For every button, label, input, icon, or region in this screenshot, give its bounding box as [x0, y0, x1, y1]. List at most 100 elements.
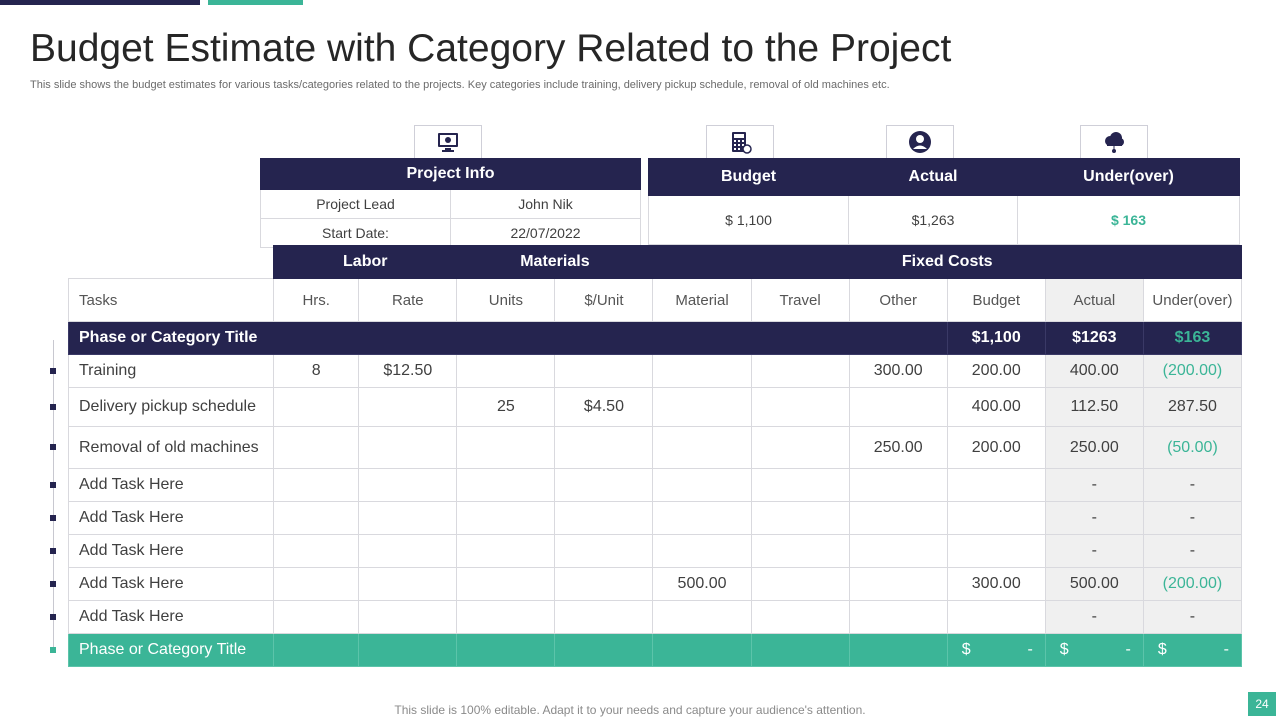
- cell-task: Delivery pickup schedule: [67, 387, 275, 427]
- cell-rate: [358, 468, 458, 502]
- cell-task: Add Task Here: [67, 501, 275, 535]
- cell-actual: 400.00: [1044, 354, 1144, 388]
- footnote: This slide is 100% editable. Adapt it to…: [394, 703, 866, 717]
- budget-detail-table: Labor Materials Fixed Costs Tasks Hrs. R…: [67, 245, 1243, 667]
- page-subtitle: This slide shows the budget estimates fo…: [30, 79, 890, 91]
- cell-travel: [750, 567, 850, 601]
- row-bullet: [50, 547, 56, 554]
- cell-under: -: [1142, 600, 1243, 634]
- cell-actual: -: [1044, 501, 1144, 535]
- row-bullet: [50, 403, 56, 410]
- cell-travel: [750, 426, 850, 469]
- budget-summary-table: Budget Actual Under(over) $ 1,100 $1,263…: [648, 158, 1240, 245]
- cell-hrs: [273, 600, 360, 634]
- cell-units: [456, 534, 556, 568]
- cell-material: 500.00: [652, 567, 752, 601]
- cell-material: [652, 354, 752, 388]
- cell-hrs: 8: [273, 354, 360, 388]
- table-row: Removal of old machines 250.00 200.00 250.0…: [67, 426, 1243, 469]
- cell-material: [652, 534, 752, 568]
- phase-actual: $1263: [1044, 321, 1144, 355]
- cell-per-unit: [554, 354, 654, 388]
- cell-hrs: [273, 534, 360, 568]
- cell-material: [652, 501, 752, 535]
- cell-rate: [358, 387, 458, 427]
- cell-under: -: [1142, 501, 1243, 535]
- cell-material: [652, 387, 752, 427]
- cell-travel: [750, 354, 850, 388]
- page-number: 24: [1248, 692, 1276, 716]
- cell-actual: -: [1044, 600, 1144, 634]
- cell-budget: [946, 600, 1046, 634]
- col-actual: Actual: [1044, 278, 1144, 322]
- cell-budget: [946, 468, 1046, 502]
- col-units: Units: [456, 278, 556, 322]
- table-row: Delivery pickup schedule 25 $4.50 400.00 112…: [67, 387, 1243, 427]
- start-date-label: Start Date:: [260, 218, 451, 248]
- cloud-icon-box: [1080, 125, 1148, 158]
- accent-bar-teal: [208, 0, 303, 5]
- monitor-icon-box: [414, 125, 482, 158]
- row-bullet: [50, 613, 56, 620]
- table-row: Add Task Here 500.00 300.00 500.00 (200.00): [67, 567, 1243, 601]
- cell-travel: [750, 468, 850, 502]
- cell-per-unit: [554, 567, 654, 601]
- cell-material: [652, 468, 752, 502]
- cell-units: [456, 600, 556, 634]
- cell-other: [848, 534, 948, 568]
- phase-title: Phase or Category Title: [68, 321, 948, 355]
- user-circle-icon: [909, 131, 931, 153]
- row-bullet: [50, 580, 56, 587]
- cell-rate: [358, 567, 458, 601]
- cell-task: Removal of old machines: [67, 426, 275, 469]
- cell-actual: 500.00: [1044, 567, 1144, 601]
- user-circle-icon-box: [886, 125, 954, 158]
- group-labor: Labor: [273, 245, 458, 279]
- col-tasks: Tasks: [67, 278, 275, 322]
- cell-per-unit: [554, 534, 654, 568]
- footer-under: $ -: [1142, 633, 1243, 667]
- cell-units: [456, 567, 556, 601]
- cell-per-unit: [554, 600, 654, 634]
- cell-material: [652, 600, 752, 634]
- cell-material: [652, 426, 752, 469]
- project-info-header: Project Info: [260, 158, 641, 190]
- phase-budget: $1,100: [946, 321, 1046, 355]
- cell-under: (200.00): [1142, 354, 1243, 388]
- cell-under: -: [1142, 534, 1243, 568]
- cloud-icon: [1105, 132, 1124, 153]
- col-under: Under(over): [1142, 278, 1243, 322]
- monitor-icon: [438, 133, 458, 152]
- bullet-connector-line: [53, 340, 54, 652]
- col-material: Material: [652, 278, 752, 322]
- cell-budget: [946, 501, 1046, 535]
- table-row: Add Task Here - -: [67, 534, 1243, 568]
- table-row: Add Task Here - -: [67, 501, 1243, 535]
- cell-under: (200.00): [1142, 567, 1243, 601]
- cell-travel: [750, 501, 850, 535]
- cell-per-unit: [554, 468, 654, 502]
- cell-units: 25: [456, 387, 556, 427]
- cell-other: [848, 387, 948, 427]
- row-bullet: [50, 367, 56, 374]
- group-fixed-costs: Fixed Costs: [652, 245, 1242, 279]
- cell-budget: 300.00: [946, 567, 1046, 601]
- cell-units: [456, 426, 556, 469]
- cell-rate: [358, 534, 458, 568]
- footer-phase-title: Phase or Category Title: [67, 633, 275, 667]
- calculator-icon: [732, 132, 752, 154]
- cell-travel: [750, 387, 850, 427]
- summary-under-header: Under(over): [1017, 158, 1240, 196]
- summary-actual-value: $1,263: [848, 195, 1018, 245]
- page-title: Budget Estimate with Category Related to…: [30, 27, 952, 70]
- cell-actual: 250.00: [1044, 426, 1144, 469]
- col-travel: Travel: [750, 278, 850, 322]
- cell-rate: [358, 501, 458, 535]
- footer-phase-row: Phase or Category Title $ - $ - $ -: [67, 633, 1243, 667]
- cell-under: 287.50: [1142, 387, 1243, 427]
- cell-hrs: [273, 468, 360, 502]
- cell-hrs: [273, 501, 360, 535]
- cell-budget: 400.00: [946, 387, 1046, 427]
- cell-actual: -: [1044, 468, 1144, 502]
- row-bullet: [50, 514, 56, 521]
